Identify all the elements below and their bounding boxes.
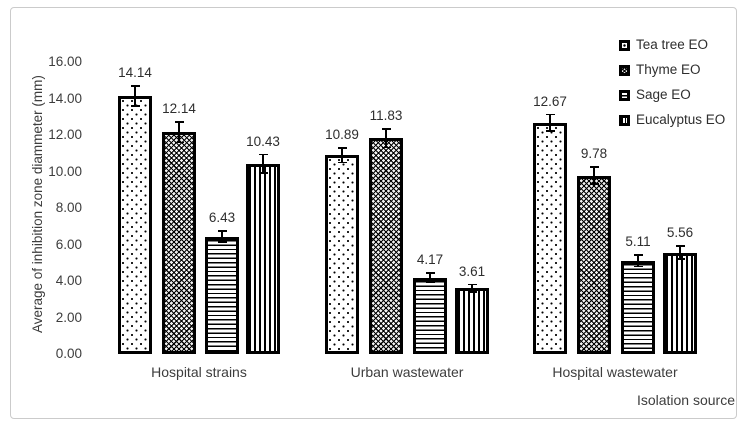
error-bar-thyme-eo-urban-wastewater [381, 128, 391, 149]
legend-label-thyme-eo: Thyme EO [636, 61, 701, 77]
error-bar-line [341, 147, 343, 164]
error-bar-cap-bottom [425, 281, 435, 284]
bar-tea-tree-eo-urban-wastewater [325, 155, 359, 354]
error-bar-line [178, 121, 180, 144]
error-bar-cap-bottom [337, 161, 347, 164]
error-bar-tea-tree-eo-urban-wastewater [337, 147, 347, 164]
bar-thyme-eo-urban-wastewater [369, 138, 403, 354]
legend-marker-thyme-eo [619, 64, 630, 76]
error-bar-cap-top [381, 128, 391, 130]
error-bar-cap-top [589, 166, 599, 168]
error-bar-cap-top [467, 283, 477, 286]
error-bar-cap-bottom [589, 183, 599, 185]
bar-value-label: 11.83 [369, 108, 403, 124]
x-category-label-urban-wastewater: Urban wastewater [350, 364, 464, 380]
error-bar-line [429, 272, 431, 284]
error-bar-sage-eo-urban-wastewater [425, 272, 435, 284]
bar-value-label: 10.89 [325, 127, 359, 143]
error-bar-eucalyptus-eo-urban-wastewater [467, 283, 477, 293]
y-tick-label-12.00: 12.00 [48, 127, 82, 142]
y-tick-label-4.00: 4.00 [55, 273, 82, 288]
bar-value-label: 5.11 [625, 234, 651, 250]
error-bar-cap-top [130, 84, 140, 87]
legend-label-tea-tree-eo: Tea tree EO [636, 36, 709, 52]
y-tick-label-16.00: 16.00 [48, 54, 82, 69]
bar-value-label: 12.14 [162, 101, 196, 117]
legend-marker-eucalyptus-eo [619, 114, 630, 126]
error-bar-cap-bottom [467, 291, 477, 293]
bar-sage-eo-urban-wastewater [413, 277, 447, 354]
error-bar-line [134, 84, 136, 107]
error-bar-thyme-eo-hospital-wastewater [589, 166, 599, 185]
error-bar-sage-eo-hospital-wastewater [633, 254, 643, 268]
error-bar-eucalyptus-eo-hospital-wastewater [675, 245, 685, 260]
bar-thyme-eo-hospital-strains [162, 132, 196, 354]
bar-value-label: 14.14 [118, 64, 152, 80]
y-tick-label-8.00: 8.00 [55, 200, 82, 215]
x-category-label-hospital-strains: Hospital strains [151, 364, 247, 380]
bar-value-label: 6.43 [208, 210, 236, 226]
error-bar-line [679, 245, 681, 260]
bar-value-label: 3.61 [458, 263, 486, 279]
error-bar-cap-top [337, 147, 347, 149]
bar-tea-tree-eo-hospital-strains [118, 95, 152, 354]
x-axis-title: Isolation source [636, 392, 735, 408]
error-bar-cap-bottom [130, 105, 140, 107]
error-bar-cap-bottom [545, 130, 555, 132]
error-bar-line [549, 113, 551, 132]
legend-marker-sage-eo [619, 89, 630, 101]
error-bar-sage-eo-hospital-strains [217, 230, 227, 244]
error-bar-line [471, 283, 473, 293]
error-bar-cap-top [258, 153, 268, 156]
error-bar-cap-bottom [174, 141, 184, 144]
bar-value-label: 5.56 [666, 225, 694, 241]
error-bar-cap-top [217, 230, 227, 232]
legend-label-sage-eo: Sage EO [636, 86, 691, 102]
error-bar-cap-bottom [381, 146, 391, 149]
error-bar-cap-top [633, 254, 643, 256]
bar-value-label: 4.17 [416, 252, 444, 268]
bar-tea-tree-eo-hospital-wastewater [533, 122, 567, 354]
y-tick-label-14.00: 14.00 [48, 90, 82, 106]
error-bar-cap-bottom [633, 265, 643, 268]
error-bar-cap-top [675, 245, 685, 247]
error-bar-cap-top [174, 121, 184, 124]
bar-eucalyptus-eo-hospital-strains [246, 163, 280, 354]
bar-eucalyptus-eo-hospital-wastewater [663, 252, 697, 354]
legend-marker-tea-tree-eo [619, 39, 630, 51]
error-bar-thyme-eo-hospital-strains [174, 121, 184, 144]
error-bar-cap-bottom [258, 172, 268, 174]
y-tick-label-2.00: 2.00 [55, 309, 82, 325]
bar-thyme-eo-hospital-wastewater [577, 175, 611, 354]
bar-value-label: 10.43 [246, 133, 280, 149]
legend-label-eucalyptus-eo: Eucalyptus EO [636, 111, 726, 127]
error-bar-line [262, 153, 264, 174]
bar-sage-eo-hospital-strains [205, 236, 239, 354]
error-bar-tea-tree-eo-hospital-strains [130, 84, 140, 107]
error-bar-cap-top [425, 272, 435, 275]
bar-value-label: 9.78 [580, 146, 608, 162]
y-tick-label-6.00: 6.00 [55, 236, 82, 252]
error-bar-cap-bottom [217, 241, 227, 244]
bar-value-label: 12.67 [533, 93, 567, 109]
bar-eucalyptus-eo-urban-wastewater [455, 288, 489, 354]
y-tick-label-10.00: 10.00 [48, 163, 82, 179]
y-tick-label-0.00: 0.00 [55, 346, 82, 361]
error-bar-eucalyptus-eo-hospital-strains [258, 153, 268, 174]
error-bar-line [221, 230, 223, 244]
bar-sage-eo-hospital-wastewater [621, 260, 655, 354]
error-bar-line [385, 128, 387, 149]
error-bar-tea-tree-eo-hospital-wastewater [545, 113, 555, 132]
error-bar-cap-top [545, 113, 555, 116]
x-category-label-hospital-wastewater: Hospital wastewater [552, 364, 678, 380]
error-bar-line [637, 254, 639, 268]
error-bar-cap-bottom [675, 258, 685, 260]
error-bar-line [593, 166, 595, 185]
